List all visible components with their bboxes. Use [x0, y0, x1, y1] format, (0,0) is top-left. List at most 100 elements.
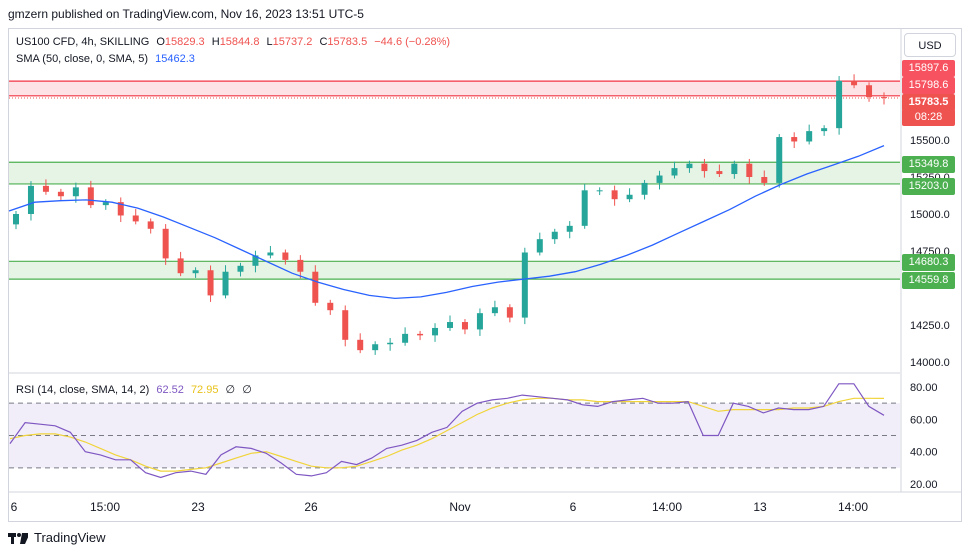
time-tick-label: 13 [753, 500, 767, 514]
symbol-label[interactable]: US100 CFD, 4h, SKILLING [16, 36, 150, 48]
candle-body [27, 185, 34, 214]
candle-body [776, 137, 783, 183]
rsi-line [9, 383, 885, 479]
candle-body [731, 163, 738, 175]
open-value: 15829.3 [164, 36, 205, 48]
candle-body [267, 252, 274, 256]
candle-body [297, 259, 304, 272]
currency-button[interactable]: USD [904, 33, 956, 57]
candle-body [282, 252, 289, 260]
candle-body [626, 194, 633, 200]
rsi-legend: RSI (14, close, SMA, 14, 2) 62.52 72.95 … [16, 383, 256, 396]
zone-1 [9, 162, 900, 184]
rsi-tick-label: 60.00 [910, 414, 938, 426]
candle-body [252, 255, 259, 266]
candle-body [686, 163, 693, 169]
candle-body [671, 168, 678, 176]
tradingview-logo-icon [8, 532, 28, 544]
candle-body [192, 270, 199, 274]
low-zone-bottom-tag: 14559.8 [902, 272, 955, 289]
publish-info: gmzern published on TradingView.com, Nov… [8, 7, 364, 21]
sma-line [8, 144, 885, 300]
candle-body [222, 271, 229, 296]
candle-body [851, 80, 858, 86]
candle-body [641, 182, 648, 195]
candle-body [701, 163, 708, 172]
time-tick-label: 6 [11, 500, 18, 514]
candle-body [461, 322, 468, 330]
rsi-extra-2: ∅ [242, 384, 252, 396]
candle-body [357, 339, 364, 351]
candle-body [806, 131, 813, 142]
upper-zone-top-tag: 15897.6 [902, 60, 955, 77]
time-tick-label: 14:00 [652, 500, 682, 514]
rsi-value: 62.52 [156, 384, 184, 396]
candle-body [746, 163, 753, 177]
close-value: 15783.5 [327, 36, 368, 48]
candle-body [372, 344, 379, 351]
candle-body [162, 228, 169, 259]
candle-body [57, 191, 64, 197]
low-zone-top-tag: 14680.3 [902, 254, 955, 271]
candle-body [342, 310, 349, 340]
candle-body [581, 190, 588, 226]
sma-label[interactable]: SMA (50, close, 0, SMA, 5) [16, 53, 149, 65]
candle-body [656, 175, 663, 183]
candle-body [402, 333, 409, 343]
zone-0 [9, 81, 900, 96]
candle-body [476, 313, 483, 330]
candle-body [147, 221, 154, 229]
main-legend: US100 CFD, 4h, SKILLING O15829.3 H15844.… [16, 36, 454, 48]
time-tick-label: 15:00 [90, 500, 120, 514]
candle-body [132, 215, 139, 222]
candle-body [432, 327, 439, 336]
candle-body [327, 302, 334, 311]
top-bar: gmzern published on TradingView.com, Nov… [0, 0, 970, 28]
sma-value: 15462.3 [155, 53, 195, 65]
candle-body [836, 80, 843, 129]
low-label: L [266, 36, 273, 48]
mid-zone-top-tag: 15349.8 [902, 156, 955, 173]
time-tick-label: 14:00 [838, 500, 868, 514]
price-tick-label: 15500.0 [910, 135, 950, 147]
time-tick-label: 6 [570, 500, 577, 514]
change-value: −44.6 (−0.28%) [374, 36, 451, 48]
footer-brand[interactable]: TradingView [34, 530, 106, 545]
rsi-label[interactable]: RSI (14, close, SMA, 14, 2) [16, 384, 150, 396]
upper-zone-bottom-tag: 15798.6 [902, 77, 955, 94]
candle-body [716, 171, 723, 175]
rsi-tick-label: 40.00 [910, 447, 938, 459]
candle-body [417, 333, 424, 336]
candle-body [821, 128, 828, 132]
candle-body [102, 202, 109, 206]
candle-body [177, 258, 184, 274]
high-label: H [211, 36, 220, 48]
price-tick-label: 14000.0 [910, 357, 950, 369]
price-tick-label: 15000.0 [910, 209, 950, 221]
candle-body [42, 185, 49, 192]
candle-body [596, 190, 603, 192]
candle-body [447, 322, 453, 328]
footer: TradingView [8, 530, 106, 545]
candle-body [72, 187, 79, 197]
countdown-tag: 08:28 [902, 109, 955, 126]
candle-body [312, 271, 319, 303]
candle-body [881, 97, 887, 99]
zone-2 [9, 261, 900, 280]
candle-body [761, 177, 768, 183]
candle-body [521, 252, 528, 318]
candle-body [207, 270, 214, 296]
low-value: 15737.2 [272, 36, 313, 48]
price-tick-label: 14250.0 [910, 320, 950, 332]
rsi-sma-value: 72.95 [190, 384, 219, 396]
rsi-tick-label: 20.00 [910, 479, 938, 491]
candle-body [791, 137, 798, 142]
last-price-tag: 15783.5 [902, 94, 955, 111]
chart-frame [8, 28, 962, 522]
time-tick-label: 23 [191, 500, 205, 514]
candle-body [387, 342, 394, 345]
candle-body [551, 231, 558, 240]
rsi-tick-label: 80.00 [910, 382, 938, 394]
open-label: O [156, 36, 165, 48]
